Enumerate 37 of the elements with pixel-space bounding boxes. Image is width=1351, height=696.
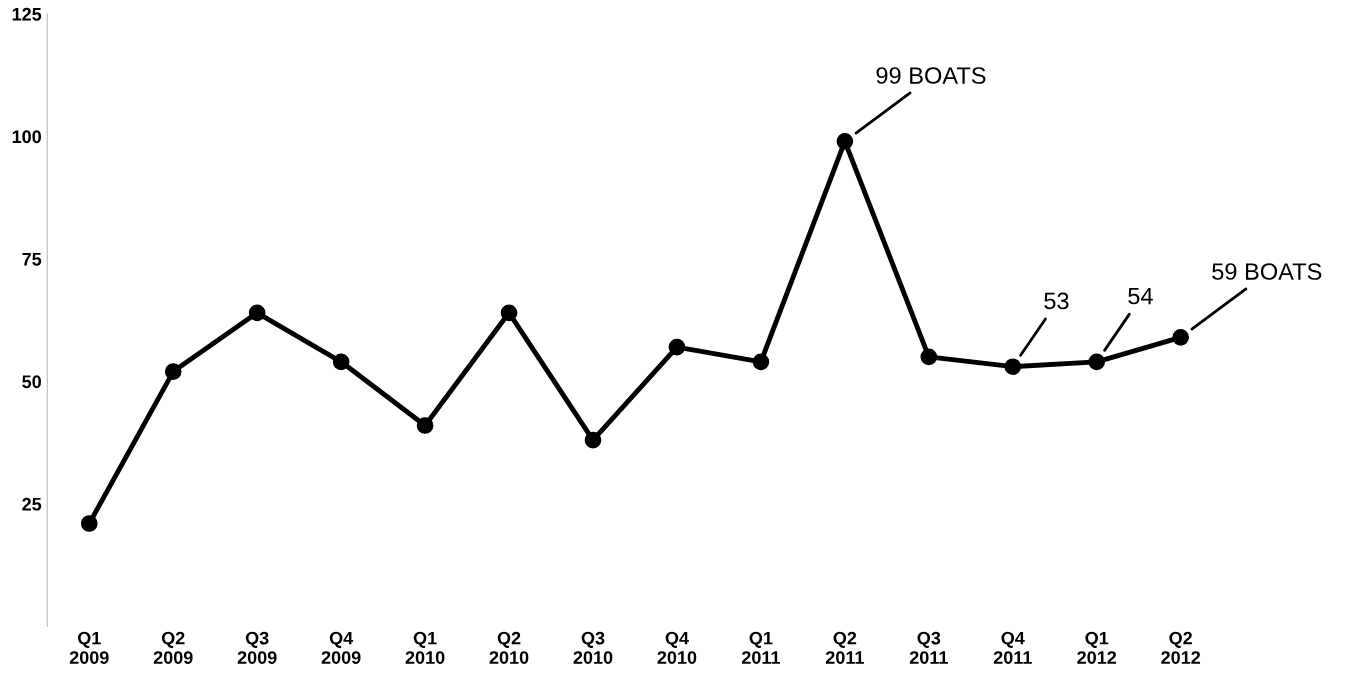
data-label: 54 bbox=[1128, 287, 1153, 305]
x-tick-label: Q2 2010 bbox=[489, 631, 529, 664]
point bbox=[1004, 358, 1022, 376]
y-tick-label: 25 bbox=[22, 497, 42, 511]
y-tick-label: 125 bbox=[12, 7, 42, 21]
point bbox=[332, 353, 350, 371]
point bbox=[752, 353, 770, 371]
point bbox=[500, 304, 518, 322]
x-tick-label: Q2 2011 bbox=[825, 631, 864, 664]
point bbox=[248, 304, 266, 322]
x-tick-label: Q3 2010 bbox=[573, 631, 613, 664]
x-tick-label: Q2 2009 bbox=[153, 631, 193, 664]
point bbox=[80, 515, 98, 532]
point bbox=[1088, 353, 1106, 371]
x-tick-label: Q1 2011 bbox=[741, 631, 780, 664]
x-tick-label: Q4 2010 bbox=[657, 631, 697, 664]
x-tick-label: Q1 2010 bbox=[405, 631, 445, 664]
y-tick-label: 75 bbox=[22, 253, 42, 266]
point bbox=[920, 348, 938, 366]
y-tick-label: 50 bbox=[22, 375, 41, 389]
x-tick-label: Q1 2009 bbox=[69, 631, 109, 664]
x-tick-label: Q4 2009 bbox=[321, 631, 361, 664]
data-label: 53 bbox=[1044, 292, 1069, 310]
point bbox=[164, 363, 182, 380]
point bbox=[416, 417, 434, 434]
point bbox=[668, 338, 686, 356]
point bbox=[836, 132, 854, 150]
point bbox=[1172, 328, 1190, 346]
x-tick-label: Q2 2012 bbox=[1161, 631, 1201, 664]
x-tick-label: Q4 2011 bbox=[993, 631, 1032, 664]
y-tick-label: 100 bbox=[12, 130, 41, 144]
data-label: 99 BOATS bbox=[876, 67, 986, 84]
x-tick-label: Q3 2011 bbox=[909, 631, 948, 664]
data-label: 59 BOATS bbox=[1212, 263, 1322, 280]
x-tick-label: Q3 2009 bbox=[237, 631, 277, 664]
x-tick-label: Q1 2012 bbox=[1077, 631, 1117, 664]
point bbox=[584, 431, 602, 449]
